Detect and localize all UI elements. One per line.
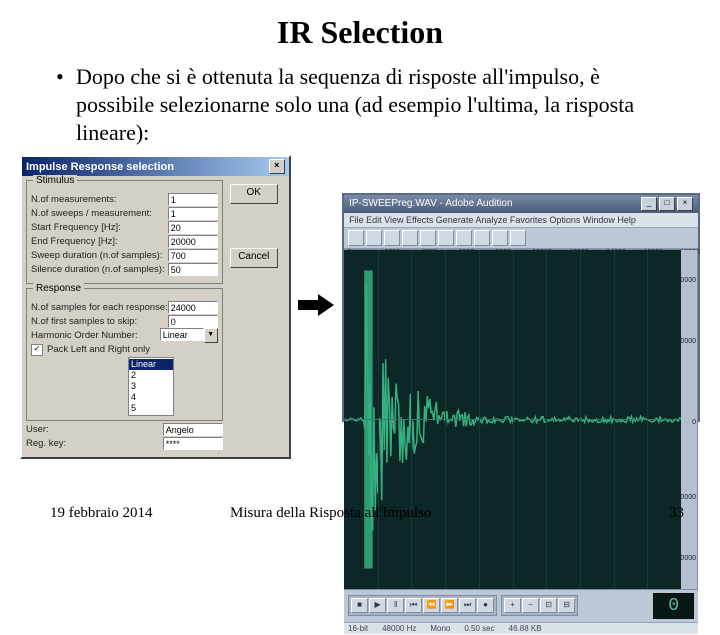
bullet-dot: •	[56, 63, 76, 147]
sweepdur-label: Sweep duration (n.of samples):	[31, 250, 168, 261]
footer-center: Misura della Risposta all'Impulso	[230, 505, 654, 522]
minimize-icon[interactable]: _	[641, 197, 657, 211]
zoomfull-button[interactable]: ⊡	[540, 598, 557, 613]
order-option[interactable]: 5	[129, 403, 173, 414]
transport-bar: ■ ▶ ‖ ⏮ ⏪ ⏩ ⏭ ● + − ⊡ ⊟ 0	[344, 589, 698, 622]
order-option[interactable]: 4	[129, 392, 173, 403]
rew-button[interactable]: ⏪	[423, 598, 440, 613]
rec-button[interactable]: ●	[477, 598, 494, 613]
audition-title: IP-SWEEPreg.WAV - Adobe Audition	[349, 198, 512, 209]
sildur-field[interactable]: 50	[168, 263, 218, 276]
order-option[interactable]: Linear	[129, 359, 173, 370]
zoomout-button[interactable]: −	[522, 598, 539, 613]
startfreq-field[interactable]: 20	[168, 221, 218, 234]
tool-button[interactable]	[456, 230, 472, 246]
zoom-controls: + − ⊡ ⊟	[501, 595, 578, 616]
status-item: 16-bit	[348, 624, 368, 633]
status-item: Mono	[430, 624, 450, 633]
status-bar: 16-bit 48000 Hz Mono 0.50 sec 46.88 KB	[344, 622, 698, 634]
startfreq-label: Start Frequency [Hz]:	[31, 222, 168, 233]
stop-button[interactable]: ■	[351, 598, 368, 613]
nskip-field[interactable]: 0	[168, 315, 218, 328]
status-item: 46.88 KB	[509, 624, 542, 633]
waveform-canvas[interactable]	[344, 250, 681, 589]
close-icon[interactable]: ×	[269, 159, 285, 174]
dialog-titlebar[interactable]: Impulse Response selection ×	[22, 157, 289, 176]
tool-button[interactable]	[420, 230, 436, 246]
tool-button[interactable]	[348, 230, 364, 246]
audition-menu[interactable]: File Edit View Effects Generate Analyze …	[344, 213, 698, 228]
slide-title: IR Selection	[0, 0, 720, 51]
tool-button[interactable]	[384, 230, 400, 246]
pack-checkbox[interactable]: ✓	[31, 344, 43, 356]
endfreq-field[interactable]: 20000	[168, 235, 218, 248]
meas-label: N.of measurements:	[31, 194, 168, 205]
audition-window: IP-SWEEPreg.WAV - Adobe Audition _ □ × F…	[342, 193, 700, 422]
time-display: 0	[653, 593, 694, 619]
slide: IR Selection • Dopo che si è ottenuta la…	[0, 0, 720, 540]
bullet-area: • Dopo che si è ottenuta la sequenza di …	[0, 51, 720, 147]
sildur-label: Silence duration (n.of samples):	[31, 264, 168, 275]
meas-field[interactable]: 1	[168, 193, 218, 206]
nsamp-label: N.of samples for each response:	[31, 302, 168, 313]
waveform-area[interactable]: 20000100000-10000-20000	[344, 250, 698, 589]
tool-button[interactable]	[438, 230, 454, 246]
stimulus-group: Stimulus N.of measurements:1 N.of sweeps…	[26, 180, 223, 284]
order-option[interactable]: 3	[129, 381, 173, 392]
footer-date: 19 febbraio 2014	[50, 505, 230, 522]
order-option[interactable]: 2	[129, 370, 173, 381]
regkey-label: Reg. key:	[26, 438, 163, 449]
close-icon[interactable]: ×	[677, 197, 693, 211]
amplitude-axis: 20000100000-10000-20000	[681, 250, 698, 589]
nsamp-field[interactable]: 24000	[168, 301, 218, 314]
order-listbox[interactable]: Linear2345	[128, 357, 174, 416]
bullet-text: Dopo che si è ottenuta la sequenza di ri…	[76, 63, 680, 147]
tool-button[interactable]	[474, 230, 490, 246]
tool-button[interactable]	[510, 230, 526, 246]
bullet-item: • Dopo che si è ottenuta la sequenza di …	[56, 63, 680, 147]
figure-row: Impulse Response selection × Stimulus N.…	[0, 147, 720, 459]
endfreq-label: End Frequency [Hz]:	[31, 236, 168, 247]
zoomsel-button[interactable]: ⊟	[558, 598, 575, 613]
slide-footer: 19 febbraio 2014 Misura della Risposta a…	[0, 505, 720, 522]
status-item: 48000 Hz	[382, 624, 416, 633]
response-legend: Response	[33, 283, 84, 294]
stimulus-legend: Stimulus	[33, 175, 77, 186]
play-button[interactable]: ▶	[369, 598, 386, 613]
pack-label: Pack Left and Right only	[47, 344, 218, 355]
arrow-icon	[297, 294, 336, 321]
tool-button[interactable]	[366, 230, 382, 246]
user-label: User:	[26, 424, 163, 435]
audition-toolbar[interactable]	[344, 228, 698, 249]
maximize-icon[interactable]: □	[659, 197, 675, 211]
cancel-button[interactable]: Cancel	[230, 248, 278, 268]
zoomin-button[interactable]: +	[504, 598, 521, 613]
footer-page: 33	[654, 505, 684, 522]
ok-button[interactable]: OK	[230, 184, 278, 204]
order-dropdown[interactable]: Linear▼	[160, 328, 218, 343]
status-item: 0.50 sec	[464, 624, 494, 633]
sweepdur-field[interactable]: 700	[168, 249, 218, 262]
tool-button[interactable]	[492, 230, 508, 246]
ir-selection-dialog: Impulse Response selection × Stimulus N.…	[20, 155, 291, 459]
regkey-field[interactable]: ****	[163, 437, 223, 450]
user-field[interactable]: Angelo Farina	[163, 423, 223, 436]
audition-titlebar[interactable]: IP-SWEEPreg.WAV - Adobe Audition _ □ ×	[344, 195, 698, 213]
prev-button[interactable]: ⏮	[405, 598, 422, 613]
response-group: Response N.of samples for each response:…	[26, 288, 223, 421]
order-label: Harmonic Order Number:	[31, 330, 160, 341]
nskip-label: N.of first samples to skip:	[31, 316, 168, 327]
dialog-title: Impulse Response selection	[26, 161, 174, 173]
tool-button[interactable]	[402, 230, 418, 246]
sweeps-field[interactable]: 1	[168, 207, 218, 220]
pause-button[interactable]: ‖	[387, 598, 404, 613]
sweeps-label: N.of sweeps / measurement:	[31, 208, 168, 219]
next-button[interactable]: ⏭	[459, 598, 476, 613]
chevron-down-icon[interactable]: ▼	[204, 328, 218, 343]
transport-controls: ■ ▶ ‖ ⏮ ⏪ ⏩ ⏭ ●	[348, 595, 497, 616]
ffwd-button[interactable]: ⏩	[441, 598, 458, 613]
